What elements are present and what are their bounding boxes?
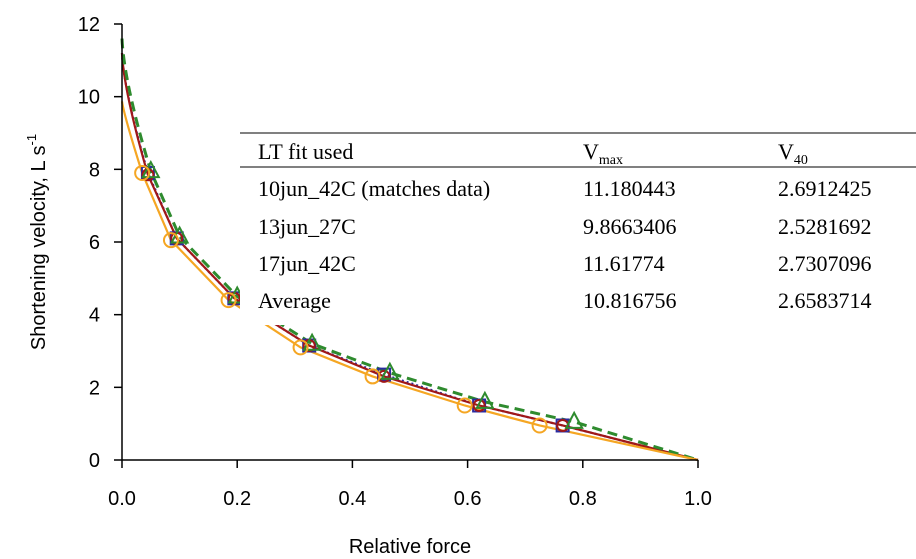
table-cell: 17jun_42C: [258, 251, 356, 276]
table-cell: 9.8663406: [583, 214, 677, 239]
table-header-fit: LT fit used: [258, 139, 353, 164]
data-point: [472, 399, 486, 412]
x-tick-label: 1.0: [684, 488, 712, 510]
x-axis-title: Relative force: [349, 536, 471, 558]
table-background: [240, 122, 916, 325]
y-axis-title: Shortening velocity, L s-1: [24, 134, 50, 350]
data-point: [531, 417, 548, 434]
table-cell: 11.180443: [583, 176, 676, 201]
data-point: [220, 292, 237, 309]
data-point: [475, 390, 495, 409]
y-tick-label: 2: [89, 377, 100, 399]
data-point: [364, 368, 381, 385]
table-header-v40: V40: [778, 139, 808, 168]
table-cell: 2.6583714: [778, 288, 872, 313]
y-tick-label: 6: [89, 232, 100, 254]
table-cell: 10jun_42C (matches data): [258, 176, 490, 201]
data-point: [564, 410, 584, 429]
table-cell: 2.6912425: [778, 176, 872, 201]
table-cell: 2.7307096: [778, 251, 872, 276]
y-tick-label: 4: [89, 305, 100, 327]
axis-ticks: 0.0 0.2 0.4 0.6 0.8 1.0 0 2 4 6 8 10 12: [78, 14, 712, 510]
table-header-vmax: Vmax: [583, 139, 623, 168]
x-tick-label: 0.0: [108, 488, 136, 510]
series-line: [120, 38, 699, 462]
series-line: [120, 53, 699, 462]
table-cell: 10.816756: [583, 288, 677, 313]
x-tick-label: 0.2: [223, 488, 251, 510]
x-tick-label: 0.8: [569, 488, 597, 510]
table-cell: 11.61774: [583, 251, 665, 276]
data-point: [302, 332, 322, 351]
data-table: LT fit used Vmax V40 10jun_42C (matches …: [258, 139, 872, 313]
x-tick-label: 0.6: [454, 488, 482, 510]
data-point: [141, 160, 161, 179]
y-tick-label: 10: [78, 87, 100, 109]
y-tick-label: 8: [89, 159, 100, 181]
table-cell: 2.5281692: [778, 214, 872, 239]
data-point: [162, 232, 179, 249]
data-point: [134, 164, 151, 181]
table-cell: Average: [258, 288, 331, 313]
x-tick-label: 0.4: [338, 488, 366, 510]
data-point: [292, 339, 309, 356]
table-cell: 13jun_27C: [258, 214, 356, 239]
data-point: [380, 361, 400, 380]
data-point: [456, 397, 473, 414]
y-tick-label: 0: [89, 450, 100, 472]
y-tick-label: 12: [78, 14, 100, 36]
